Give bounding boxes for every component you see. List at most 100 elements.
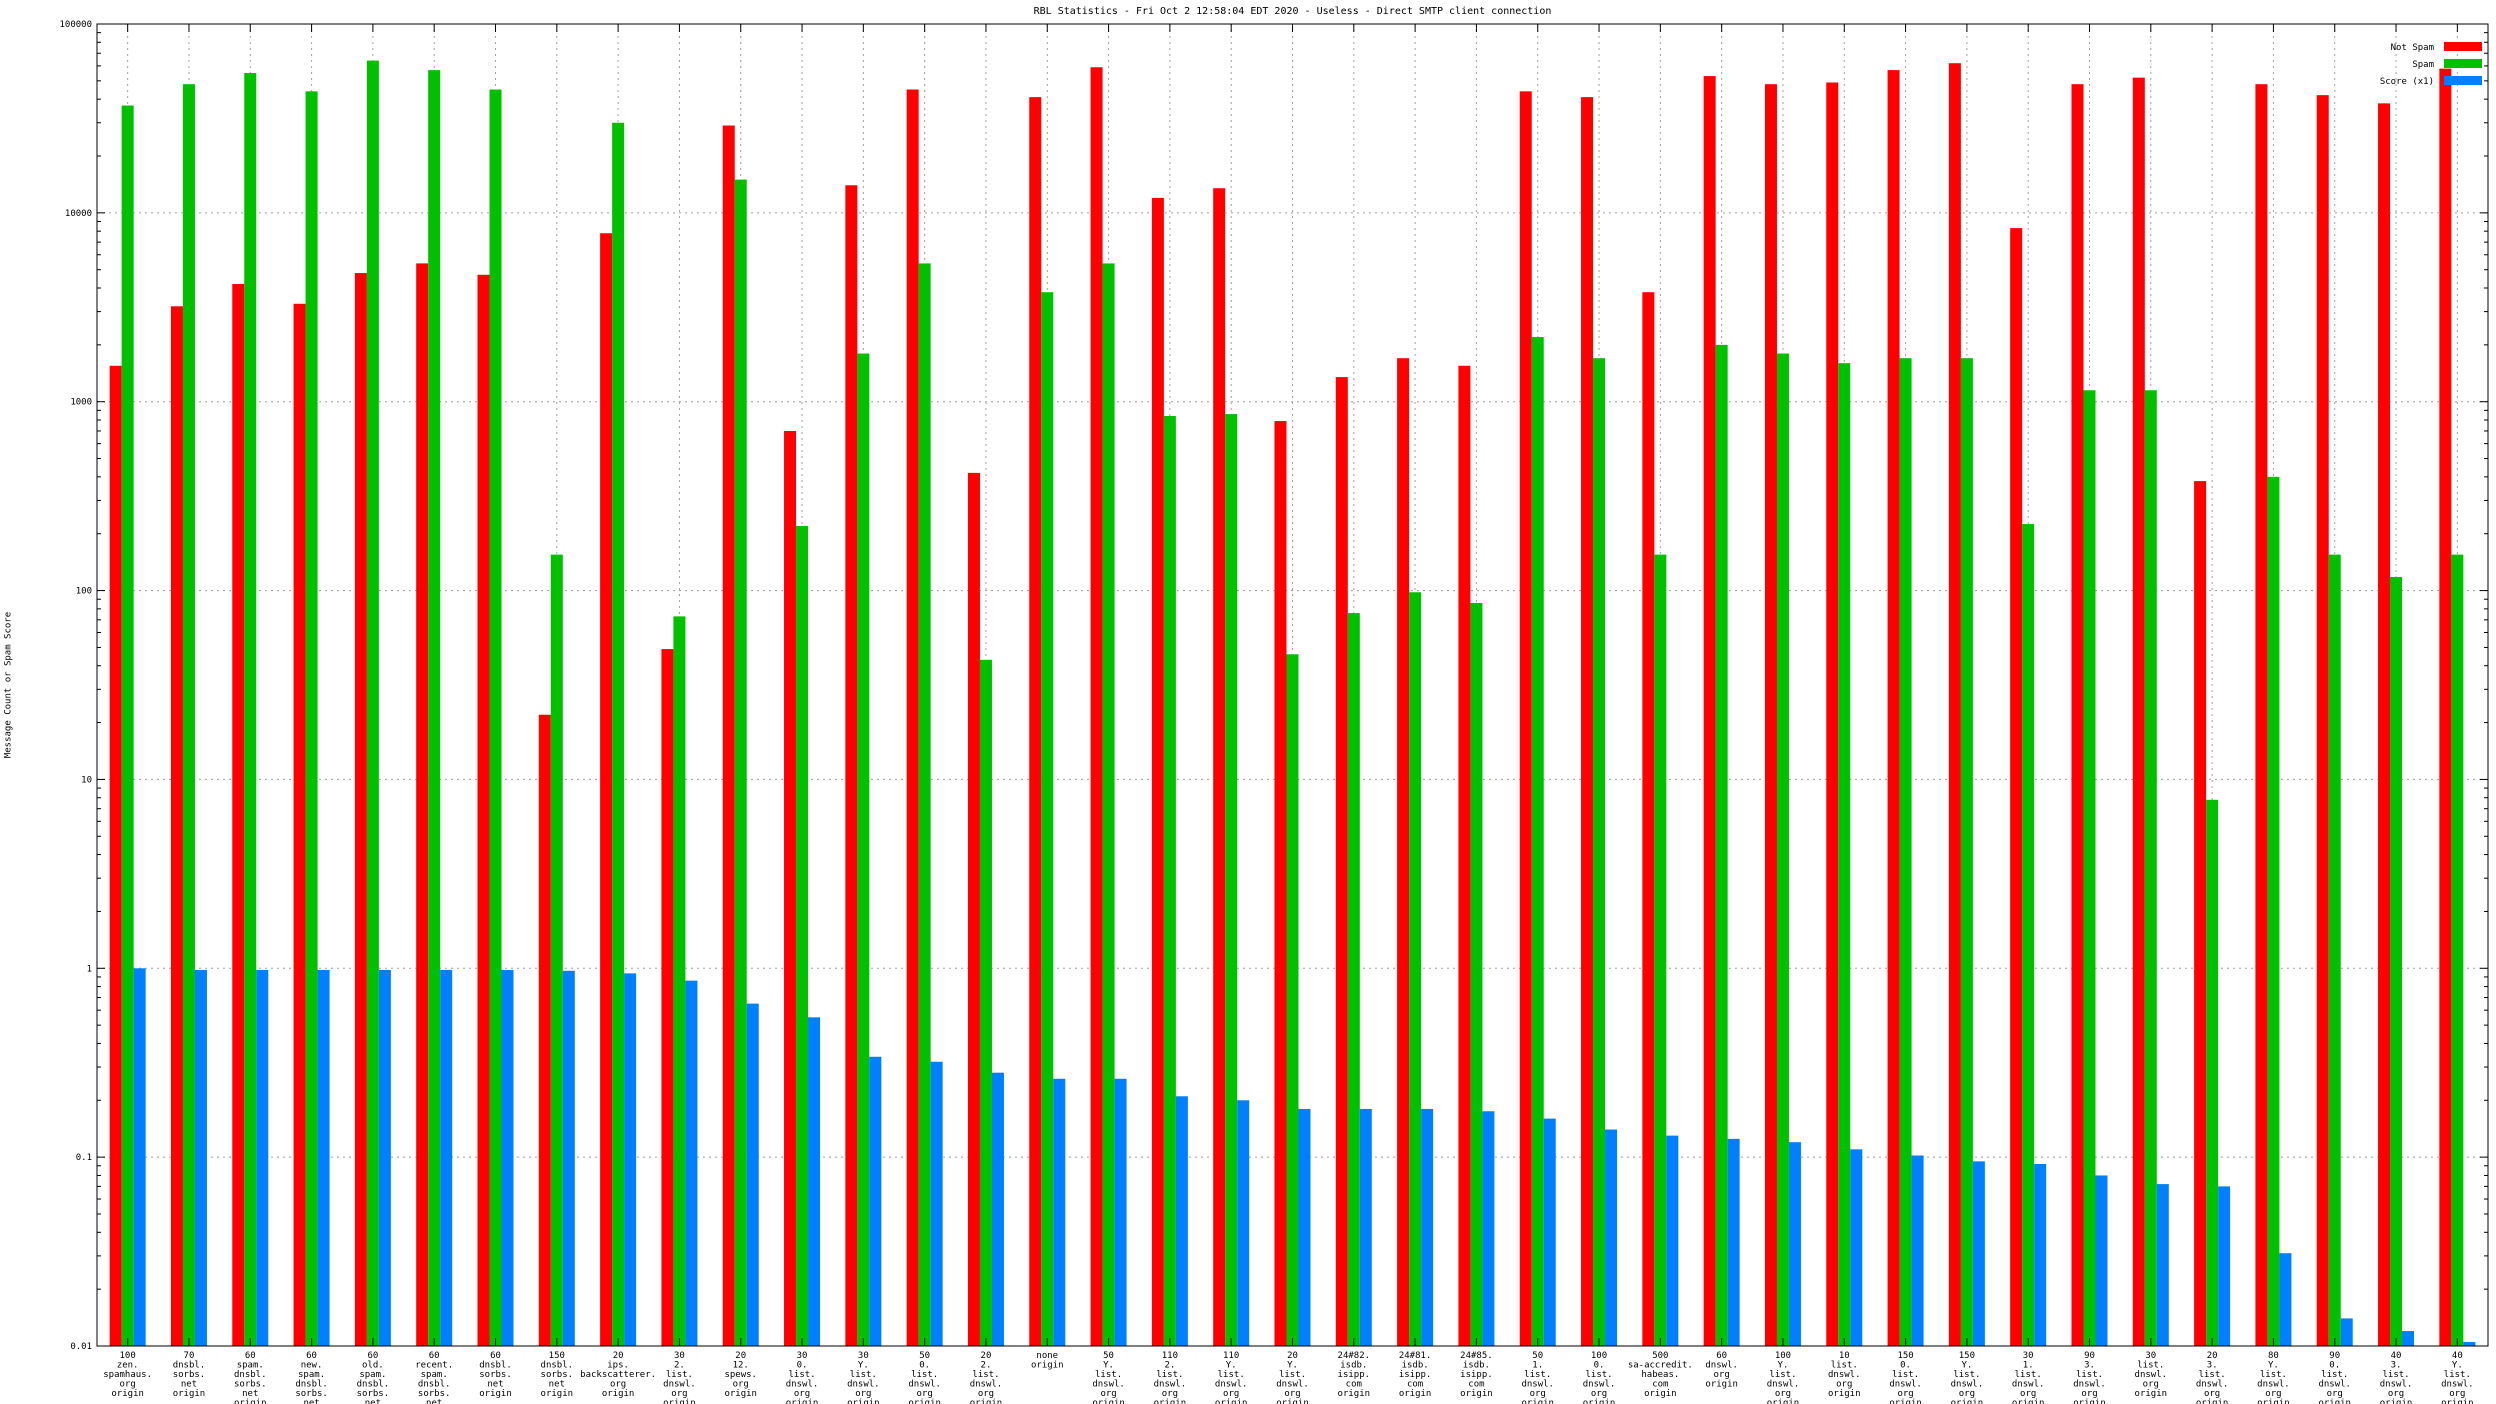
bar-spam [1776,353,1789,1346]
bar-not-spam [1948,63,1961,1347]
chart-title: RBL Statistics - Fri Oct 2 12:58:04 EDT … [1034,6,1552,17]
bar-spam [979,659,992,1346]
bar-spam [182,84,195,1347]
bar-score-x1 [746,1003,759,1346]
bar-spam [2083,390,2096,1346]
bar-spam [2451,554,2464,1346]
bar-not-spam [1029,97,1042,1346]
y-tick-label: 0.01 [70,1342,92,1352]
bar-score-x1 [501,969,514,1346]
bar-not-spam [232,284,245,1346]
bar-score-x1 [2340,1318,2353,1346]
bar-score-x1 [256,969,269,1346]
bar-not-spam [170,306,183,1346]
bar-spam [121,105,134,1346]
y-axis-label: Message Count or Spam Score [4,612,14,758]
bar-score-x1 [1850,1149,1863,1346]
bar-not-spam [2316,95,2329,1346]
bar-not-spam [1887,70,1900,1347]
bar-not-spam [661,649,674,1346]
bar-spam [1286,654,1299,1346]
bar-spam [244,73,257,1346]
bar-score-x1 [2095,1175,2108,1346]
bar-not-spam [1642,292,1655,1346]
bar-not-spam [784,430,797,1346]
bar-not-spam [109,365,122,1346]
x-tick-label: 110 Y. list. dnswl. org origin [1215,1351,1248,1404]
bar-spam [1225,414,1238,1346]
y-tick-label: 10 [81,775,92,785]
bar-spam [2022,524,2035,1346]
bar-spam [1899,358,1912,1346]
y-axis: 0.01 0.1 1 10 100 1000 10000 100000 [59,20,2488,1352]
bar-spam [366,60,379,1347]
x-tick-label: 50 1. list. dnswl. org origin [1521,1351,1554,1404]
legend-label: Spam [2412,60,2434,70]
bar-score-x1 [624,973,637,1346]
bar-score-x1 [685,980,698,1346]
x-tick-label: 110 2. list. dnswl. org origin [1154,1351,1187,1404]
bar-not-spam [1826,82,1839,1347]
bar-not-spam [1213,188,1226,1346]
bar-score-x1 [930,1061,943,1346]
x-tick-label: 30 Y. list. dnswl. org origin [847,1351,880,1404]
x-tick-label: 40 3. list. dnswl. org origin [2380,1351,2413,1404]
x-tick-label: 30 0. list. dnswl. org origin [786,1351,819,1404]
bar-spam [1347,613,1360,1346]
bar-not-spam [416,263,429,1346]
bar-not-spam [1458,365,1471,1346]
bar-score-x1 [133,968,146,1346]
bar-score-x1 [1543,1118,1556,1346]
x-axis: 100 zen. spamhaus. org origin 70 dnsbl. sorbs. n… [103,24,2474,1404]
bar-score-x1 [2034,1163,2047,1346]
bar-score-x1 [317,969,330,1346]
x-tick-label: 60 dnsbl. sorbs. net origin [479,1351,512,1399]
x-tick-label: 20 Y. list. dnswl. org origin [1276,1351,1309,1404]
bar-score-x1 [1421,1108,1434,1346]
bar-spam [1102,263,1115,1346]
bars [109,60,2476,1347]
legend-swatch [2444,76,2482,85]
x-tick-label: 30 1. list. dnswl. org origin [2012,1351,2045,1404]
bar-spam [1409,592,1422,1346]
bar-not-spam [967,472,980,1346]
bar-not-spam [2439,68,2452,1346]
bar-score-x1 [869,1056,882,1346]
x-tick-label: 30 2. list. dnswl. org origin [663,1351,696,1404]
bar-spam [1715,344,1728,1346]
bar-not-spam [2132,77,2145,1347]
x-tick-label: 20 ips. backscatterer. org origin [580,1351,656,1399]
bar-score-x1 [1788,1142,1801,1346]
bar-score-x1 [1237,1100,1250,1346]
x-tick-label: none origin [1031,1351,1064,1371]
bar-spam [489,89,502,1347]
bar-score-x1 [1666,1135,1679,1346]
bar-score-x1 [562,970,575,1346]
bar-score-x1 [808,1017,821,1346]
legend-swatch [2444,42,2482,51]
bar-score-x1 [440,969,453,1346]
bar-spam [734,179,747,1346]
bar-not-spam [1764,84,1777,1347]
y-tick-label: 100000 [59,20,92,30]
bar-not-spam [722,125,735,1346]
x-tick-label: 60 spam. dnsbl. sorbs. net origin [234,1351,267,1404]
bar-spam [2144,390,2157,1346]
bar-spam [1531,337,1544,1347]
bar-spam [1838,363,1851,1346]
bar-not-spam [2194,481,2207,1346]
bar-score-x1 [1482,1111,1495,1346]
x-tick-label: 40 Y. list. dnswl. org origin [2441,1351,2474,1404]
bar-score-x1 [2279,1253,2292,1346]
bar-spam [1041,292,1054,1346]
bar-spam [2390,576,2403,1346]
bar-not-spam [2378,103,2391,1347]
x-tick-label: 90 0. list. dnswl. org origin [2318,1351,2351,1404]
bar-spam [857,353,870,1346]
bar-score-x1 [1359,1108,1372,1346]
x-tick-label: 30 list. dnswl. org origin [2135,1351,2168,1399]
bar-not-spam [2071,84,2084,1347]
x-tick-label: 10 list. dnswl. org origin [1828,1351,1861,1399]
legend-label: Score (x1) [2380,77,2434,87]
bar-spam [1654,554,1667,1346]
